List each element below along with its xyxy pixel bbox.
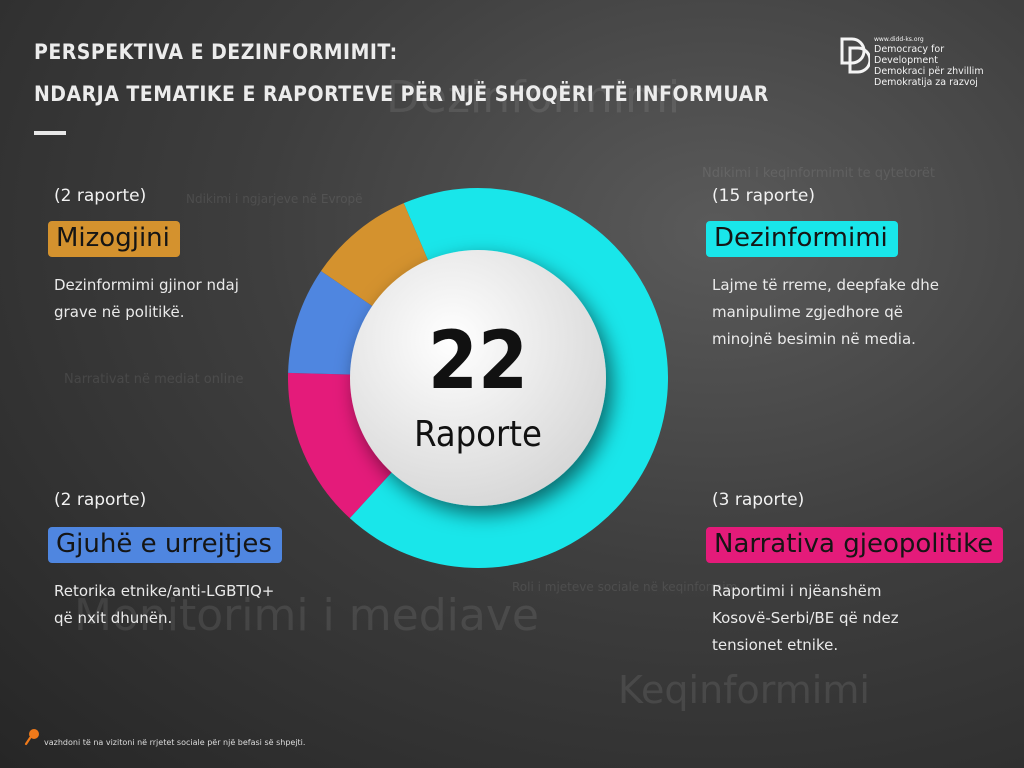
gjuhe-count: (2 raporte) bbox=[54, 490, 147, 510]
narrativa-desc-line3: tensionet etnike. bbox=[712, 636, 839, 654]
logo-line2: Demokraci për zhvillim bbox=[874, 66, 984, 77]
logo: www.didd-ks.org Democracy for Developmen… bbox=[838, 36, 1008, 88]
dezinformimi-tag: Dezinformimi bbox=[706, 221, 898, 257]
pin-icon bbox=[24, 729, 39, 746]
gjuhe-desc-line2: që nxit dhunën. bbox=[54, 609, 173, 627]
center-value: 22 bbox=[428, 314, 528, 407]
gjuhe-desc: Retorika etnike/anti-LGBTIQ+ që nxit dhu… bbox=[54, 578, 304, 632]
donut-center bbox=[350, 250, 606, 506]
page-subtitle: NDARJA TEMATIKE E RAPORTEVE PËR NJË SHOQ… bbox=[34, 82, 769, 106]
dezinformimi-desc: Lajme të rreme, deepfake dhe manipulime … bbox=[712, 272, 1002, 353]
donut-chart: 22 Raporte bbox=[288, 187, 669, 568]
mizogjini-desc-line2: grave në politikë. bbox=[54, 303, 185, 321]
dezinformimi-desc-line1: Lajme të rreme, deepfake dhe bbox=[712, 276, 939, 294]
logo-mark-icon bbox=[840, 37, 870, 74]
mizogjini-desc-line1: Dezinformimi gjinor ndaj bbox=[54, 276, 239, 294]
logo-line1: Democracy for Development bbox=[874, 44, 945, 66]
dezinformimi-desc-line2: manipulime zgjedhore që bbox=[712, 303, 904, 321]
bg-word-ndikimi-keqinformimit: Ndikimi i keqinformimit te qytetorët bbox=[702, 166, 935, 181]
gjuhe-desc-line1: Retorika etnike/anti-LGBTIQ+ bbox=[54, 582, 275, 600]
dezinformimi-count: (15 raporte) bbox=[712, 186, 816, 206]
bg-word-roli: Roli i mjeteve sociale në keqinformim bbox=[512, 580, 738, 594]
bg-word-ndikimi-ngjarjeve: Ndikimi i ngjarjeve në Evropë bbox=[186, 192, 363, 206]
bg-word-dezinformimi: Dezinformimi bbox=[386, 72, 681, 123]
dezinformimi-desc-line3: minojnë besimin në media. bbox=[712, 330, 916, 348]
mizogjini-tag: Mizogjini bbox=[48, 221, 180, 257]
logo-url: www.didd-ks.org bbox=[874, 36, 924, 43]
mizogjini-desc: Dezinformimi gjinor ndaj grave në politi… bbox=[54, 272, 304, 326]
gjuhe-tag: Gjuhë e urrejtjes bbox=[48, 527, 282, 563]
center-label: Raporte bbox=[414, 414, 542, 455]
logo-line3: Demokratija za razvoj bbox=[874, 77, 978, 88]
footer-text: vazhdoni të na vizitoni në rrjetet socia… bbox=[44, 738, 306, 747]
narrativa-desc-line1: Raportimi i njëanshëm bbox=[712, 582, 882, 600]
narrativa-count: (3 raporte) bbox=[712, 490, 805, 510]
narrativa-desc: Raportimi i njëanshëm Kosovë-Serbi/BE që… bbox=[712, 578, 1002, 659]
narrativa-desc-line2: Kosovë-Serbi/BE që ndez bbox=[712, 609, 899, 627]
mizogjini-count: (2 raporte) bbox=[54, 186, 147, 206]
page-title: PERSPEKTIVA E DEZINFORMIMIT: bbox=[34, 40, 398, 64]
bg-word-monitorimi: Monitorimi i mediave bbox=[74, 590, 539, 641]
bg-word-narrativat: Narrativat në mediat online bbox=[64, 372, 244, 387]
title-underline bbox=[34, 131, 66, 135]
bg-word-keqinformimi: Keqinformimi bbox=[618, 668, 870, 712]
narrativa-tag: Narrativa gjeopolitike bbox=[706, 527, 1004, 563]
